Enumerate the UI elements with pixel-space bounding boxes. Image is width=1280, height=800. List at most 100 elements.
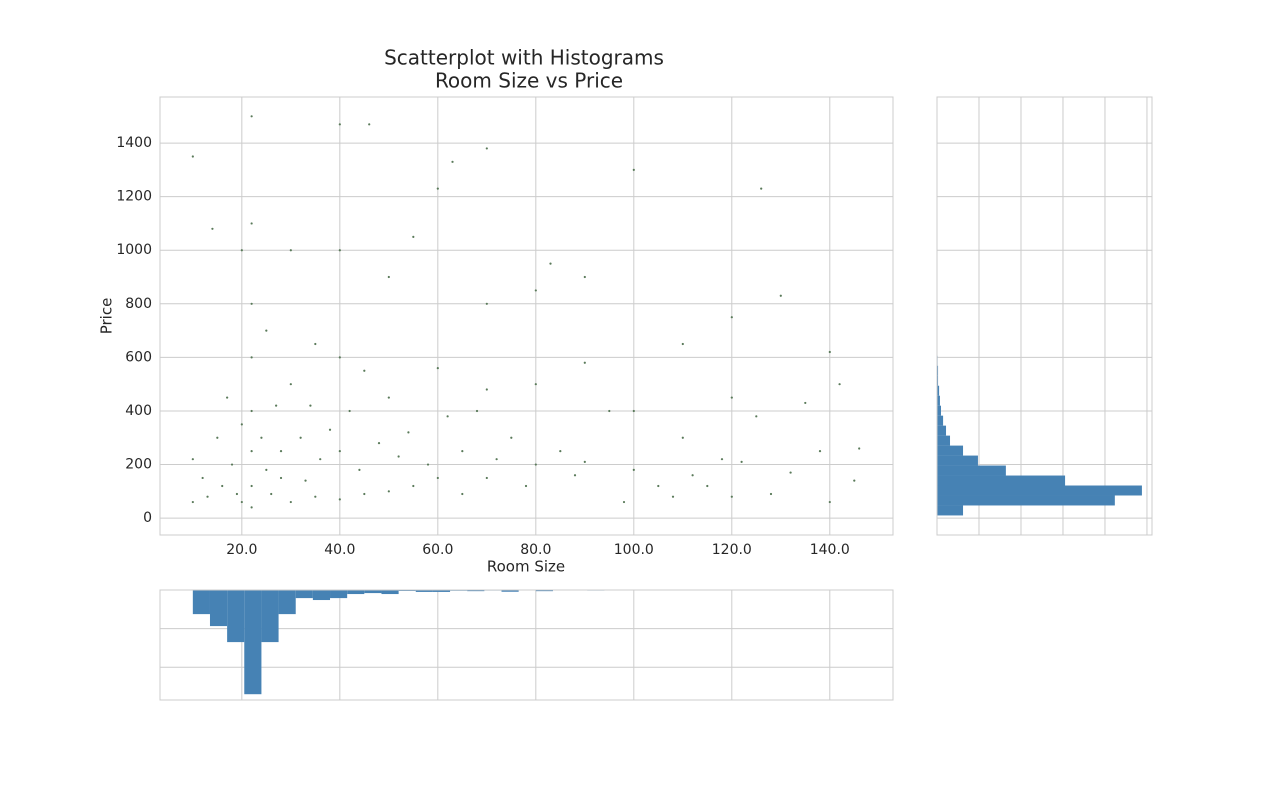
bar <box>937 455 978 466</box>
point <box>338 498 341 501</box>
point <box>681 342 684 346</box>
bar <box>937 445 964 456</box>
point <box>534 289 537 292</box>
bar <box>535 590 553 592</box>
bar <box>937 475 1066 486</box>
point <box>191 155 194 158</box>
y-tick-label: 600 <box>125 349 152 365</box>
point <box>265 329 268 332</box>
point <box>730 396 733 399</box>
panel-frame <box>159 96 894 536</box>
bar <box>432 590 451 592</box>
point <box>412 484 415 488</box>
point <box>412 235 415 238</box>
bar <box>937 485 1142 496</box>
point <box>730 495 733 498</box>
point <box>853 479 856 482</box>
point <box>720 458 724 461</box>
point <box>534 383 537 386</box>
point <box>289 500 292 504</box>
x-tick-label: 40.0 <box>324 542 355 558</box>
point <box>319 458 322 461</box>
point <box>240 249 243 252</box>
point <box>338 249 341 252</box>
bar <box>937 435 951 446</box>
point <box>524 484 528 488</box>
bar <box>364 590 382 594</box>
point <box>250 450 253 453</box>
point <box>206 495 209 498</box>
chart-subtitle: Room Size vs Price <box>435 69 623 93</box>
point <box>632 168 635 171</box>
point <box>363 492 366 496</box>
x-tick-label: 140.0 <box>810 542 850 558</box>
point <box>485 302 488 305</box>
point <box>226 396 229 399</box>
point <box>250 409 253 413</box>
point <box>608 409 611 413</box>
bar <box>467 590 485 592</box>
point <box>426 463 430 466</box>
x-tick-label: 80.0 <box>520 542 551 558</box>
y-tick-label: 1000 <box>116 242 152 258</box>
bar <box>347 590 365 595</box>
point <box>740 460 743 463</box>
point <box>250 115 253 118</box>
point <box>230 463 234 466</box>
bar <box>501 590 519 592</box>
point <box>804 401 807 405</box>
y-axis-label: Price <box>98 298 116 335</box>
point <box>289 383 292 386</box>
point <box>789 471 792 474</box>
point <box>211 227 214 230</box>
point <box>387 275 390 279</box>
point <box>397 455 400 458</box>
point <box>755 415 758 418</box>
point <box>549 262 552 265</box>
point <box>309 404 312 407</box>
bar <box>244 590 262 695</box>
bar <box>937 425 947 436</box>
point <box>250 222 253 225</box>
bar <box>937 385 940 396</box>
point <box>559 450 562 453</box>
panel-frame <box>936 96 1153 536</box>
point <box>779 294 782 297</box>
point <box>706 484 709 488</box>
panel-frame <box>159 589 894 701</box>
point <box>436 476 439 480</box>
bar <box>295 590 313 599</box>
point <box>304 479 307 482</box>
point <box>250 302 253 305</box>
point <box>250 356 253 359</box>
point <box>250 506 253 509</box>
point <box>858 447 861 450</box>
y-tick-label: 1400 <box>116 135 152 151</box>
bar <box>192 590 210 615</box>
point <box>838 383 841 386</box>
point <box>387 396 390 399</box>
point <box>387 490 390 493</box>
y-tick-label: 800 <box>125 296 152 312</box>
bar <box>937 365 939 376</box>
point <box>534 463 537 466</box>
point <box>510 436 513 439</box>
point <box>250 484 253 488</box>
point <box>632 468 635 472</box>
bar <box>261 590 279 643</box>
y-tick-label: 0 <box>143 510 152 526</box>
point <box>485 388 488 391</box>
bar <box>937 415 944 426</box>
x-axis-label: Room Size <box>487 558 565 576</box>
point <box>314 495 317 498</box>
point <box>240 500 243 504</box>
point <box>338 450 341 453</box>
bar <box>937 375 939 386</box>
point <box>240 423 243 426</box>
y-tick-label: 400 <box>125 403 152 419</box>
point <box>475 409 479 413</box>
point <box>368 123 371 126</box>
point <box>828 500 831 504</box>
